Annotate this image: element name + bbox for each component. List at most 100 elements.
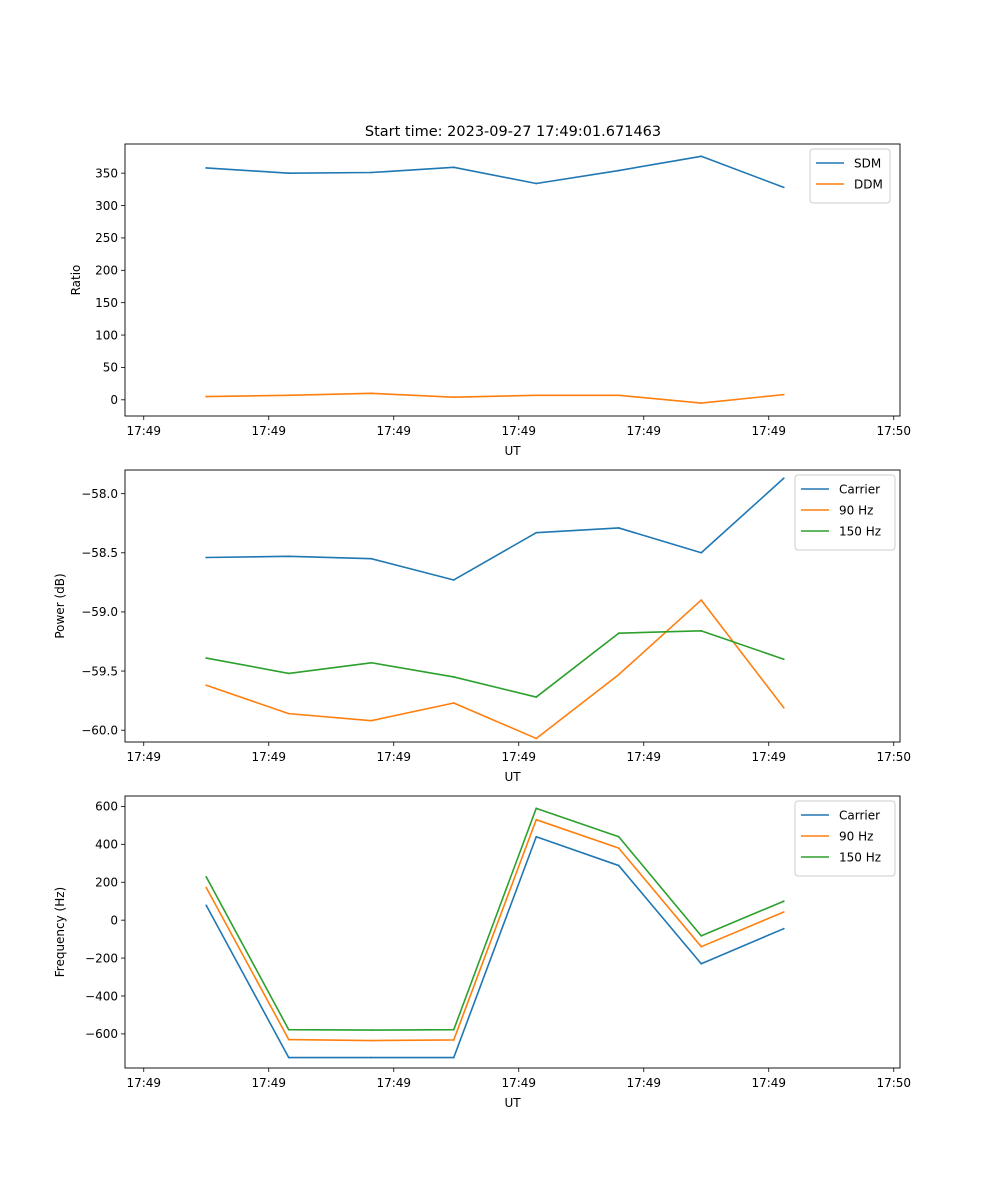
x-tick-label: 17:49 bbox=[626, 1076, 661, 1090]
data-point bbox=[205, 684, 208, 687]
data-point bbox=[205, 657, 208, 659]
data-point bbox=[617, 169, 620, 172]
y-tick-label: −400 bbox=[85, 989, 118, 1003]
chart-panels: 17:49 17:49 17:49 17:49 17:49 17:49 17:50 0 50 10… bbox=[53, 143, 911, 1110]
data-point bbox=[617, 632, 620, 635]
y-tick-label: 100 bbox=[95, 328, 118, 342]
y-tick-label: −200 bbox=[85, 951, 118, 965]
data-point bbox=[205, 876, 208, 878]
data-point bbox=[617, 864, 620, 867]
data-point bbox=[700, 402, 703, 404]
data-point bbox=[782, 393, 785, 396]
data-point bbox=[700, 551, 703, 554]
data-point bbox=[700, 934, 703, 937]
data-point bbox=[370, 719, 373, 722]
x-tick-label: 17:49 bbox=[626, 424, 661, 438]
x-tick-label: 17:49 bbox=[751, 750, 786, 764]
series-line-150-hz bbox=[205, 807, 785, 1031]
y-tick-label: −58.0 bbox=[81, 487, 118, 501]
x-tick-label: 17:49 bbox=[626, 750, 661, 764]
data-point bbox=[287, 394, 290, 397]
y-tick-label: 50 bbox=[103, 361, 118, 375]
data-point bbox=[700, 599, 703, 601]
data-point bbox=[700, 945, 703, 948]
y-tick-label: 150 bbox=[95, 296, 118, 310]
data-point bbox=[535, 182, 538, 185]
y-tick-label: −59.0 bbox=[81, 605, 118, 619]
data-point bbox=[205, 395, 208, 398]
data-point bbox=[370, 557, 373, 560]
data-point bbox=[370, 171, 373, 174]
data-point bbox=[452, 1028, 455, 1031]
y-tick-label: 0 bbox=[110, 393, 118, 407]
chart-panel-3: 17:49 17:49 17:49 17:49 17:49 17:49 17:50 −600 −… bbox=[53, 795, 911, 1110]
chart-panel-2: 17:49 17:49 17:49 17:49 17:49 17:49 17:50 −60.0… bbox=[53, 469, 911, 784]
legend-label: Carrier bbox=[839, 809, 880, 823]
data-point bbox=[782, 900, 785, 903]
series-line-150-hz bbox=[206, 630, 785, 698]
x-tick-label: 17:49 bbox=[501, 424, 536, 438]
axes-frame bbox=[124, 469, 901, 743]
data-point bbox=[452, 579, 455, 581]
x-tick-label: 17:49 bbox=[251, 750, 286, 764]
series-line-carrier bbox=[206, 477, 785, 581]
x-axis-label: UT bbox=[504, 770, 521, 784]
data-point bbox=[370, 661, 373, 664]
x-tick-label: 17:50 bbox=[876, 750, 911, 764]
y-axis-label: Power (dB) bbox=[53, 573, 67, 638]
x-tick-label: 17:49 bbox=[126, 1076, 161, 1090]
data-point bbox=[535, 737, 538, 740]
data-point bbox=[205, 167, 208, 169]
data-point bbox=[535, 696, 538, 698]
x-tick-label: 17:49 bbox=[251, 424, 286, 438]
data-point bbox=[287, 1038, 290, 1041]
x-tick-label: 17:49 bbox=[501, 1076, 536, 1090]
y-tick-label: 400 bbox=[95, 838, 118, 852]
x-tick-label: 17:49 bbox=[376, 424, 411, 438]
data-point bbox=[287, 712, 290, 715]
x-tick-label: 17:49 bbox=[501, 750, 536, 764]
y-tick-label: 600 bbox=[95, 800, 118, 814]
data-point bbox=[535, 531, 538, 534]
x-axis-label: UT bbox=[504, 444, 521, 458]
chart-panel-1: 17:49 17:49 17:49 17:49 17:49 17:49 17:50 0 50 10… bbox=[69, 143, 911, 458]
data-point bbox=[617, 847, 620, 850]
data-point bbox=[370, 1039, 373, 1042]
x-tick-label: 17:49 bbox=[376, 1076, 411, 1090]
y-tick-label: −58.5 bbox=[81, 546, 118, 560]
legend-label: SDM bbox=[854, 157, 881, 171]
data-point bbox=[287, 172, 290, 175]
data-point bbox=[452, 702, 455, 704]
y-axis-label: Frequency (Hz) bbox=[53, 887, 67, 978]
data-point bbox=[205, 904, 208, 907]
data-point bbox=[452, 1039, 455, 1041]
x-tick-label: 17:49 bbox=[126, 750, 161, 764]
data-point bbox=[782, 927, 785, 930]
y-tick-label: −60.0 bbox=[81, 723, 118, 737]
y-tick-label: 200 bbox=[95, 876, 118, 890]
data-point bbox=[535, 835, 538, 838]
data-point bbox=[617, 527, 620, 529]
data-point bbox=[287, 555, 290, 558]
data-point bbox=[452, 1056, 455, 1059]
y-tick-label: 250 bbox=[95, 231, 118, 245]
y-tick-label: 300 bbox=[95, 199, 118, 213]
data-point bbox=[700, 629, 703, 632]
series-line-90-hz bbox=[205, 599, 785, 740]
x-axis-label: UT bbox=[504, 1096, 521, 1110]
data-point bbox=[535, 807, 538, 810]
data-point bbox=[287, 1056, 290, 1059]
y-tick-label: 350 bbox=[95, 166, 118, 180]
data-point bbox=[370, 1029, 373, 1031]
y-tick-label: 200 bbox=[95, 264, 118, 278]
x-tick-label: 17:50 bbox=[876, 1076, 911, 1090]
data-point bbox=[700, 155, 703, 158]
series-line-sdm bbox=[206, 155, 785, 189]
data-point bbox=[700, 962, 703, 965]
data-point bbox=[617, 673, 620, 676]
legend-label: DDM bbox=[854, 178, 883, 192]
axes-frame bbox=[124, 795, 901, 1069]
x-tick-label: 17:50 bbox=[876, 424, 911, 438]
series-line-90-hz bbox=[205, 818, 785, 1042]
